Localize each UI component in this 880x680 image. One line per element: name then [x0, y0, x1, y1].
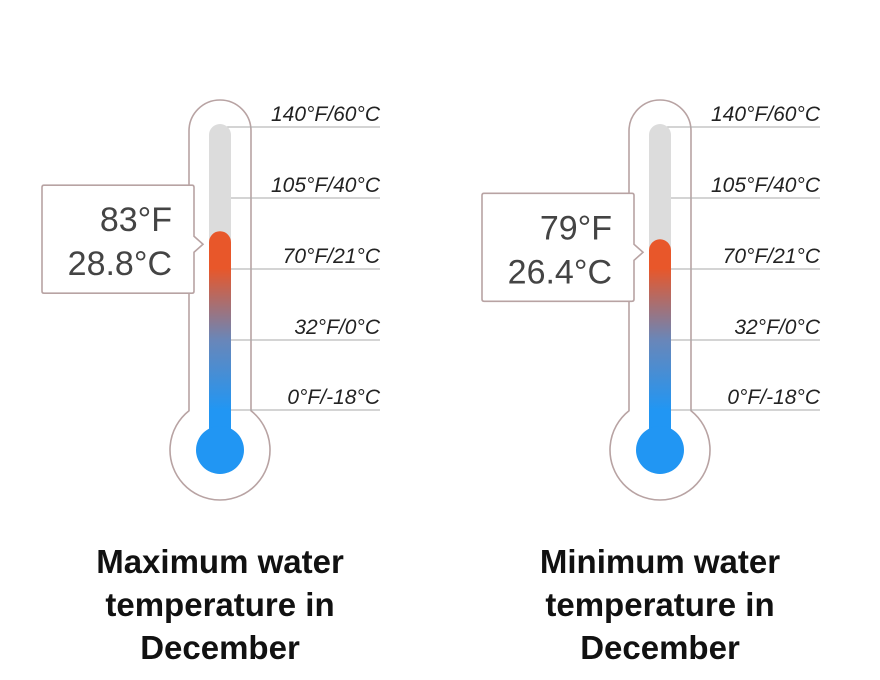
reading-celsius: 26.4°C [508, 253, 612, 291]
caption-line: Maximum water [96, 543, 344, 580]
reading-callout [481, 192, 645, 303]
caption-maximum: Maximum water temperature in December [50, 540, 390, 669]
tick-label: 105°F/40°C [271, 174, 381, 197]
reading-callout [41, 184, 205, 295]
tick-label: 32°F/0°C [734, 316, 820, 339]
caption-line: December [140, 629, 300, 666]
reading-fahrenheit: 79°F [540, 209, 612, 247]
tick-label: 105°F/40°C [711, 174, 821, 197]
tick-label: 0°F/-18°C [287, 386, 380, 409]
thermometer-bulb [636, 426, 684, 474]
caption-line: temperature in [545, 586, 775, 623]
tick-label: 140°F/60°C [711, 103, 821, 126]
tick-label: 32°F/0°C [294, 316, 380, 339]
caption-line: temperature in [105, 586, 335, 623]
tick-label: 0°F/-18°C [727, 386, 820, 409]
tick-label: 140°F/60°C [271, 103, 381, 126]
caption-line: December [580, 629, 740, 666]
thermometer-fill [649, 239, 671, 450]
caption-line: Minimum water [539, 543, 781, 580]
thermometer-fill [209, 231, 231, 450]
reading-celsius: 28.8°C [68, 245, 172, 283]
thermometer-bulb [196, 426, 244, 474]
caption-minimum: Minimum water temperature in December [490, 540, 830, 669]
reading-fahrenheit: 83°F [100, 201, 172, 239]
tick-label: 70°F/21°C [723, 245, 821, 268]
tick-label: 70°F/21°C [283, 245, 381, 268]
